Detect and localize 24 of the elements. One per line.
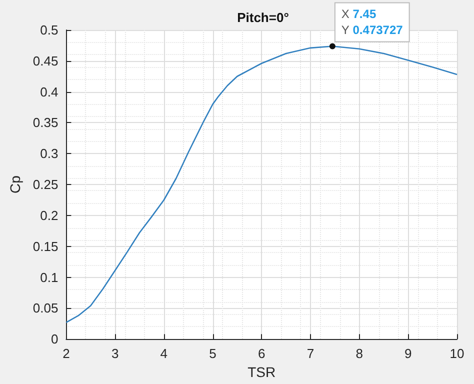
x-tick-label: 5 [209, 346, 216, 362]
x-tick-label: 9 [404, 346, 412, 362]
y-tick-label: 0.1 [40, 270, 58, 285]
y-tick-label: 0.05 [32, 300, 58, 316]
y-tick-label: 0.35 [32, 115, 58, 130]
x-tick-label: 6 [258, 346, 266, 362]
x-tick-label: 7 [306, 346, 314, 362]
y-tick-label: 0.25 [32, 177, 58, 192]
y-tick-label: 0.5 [40, 22, 58, 38]
y-axis-title: Cp [7, 175, 23, 194]
chart-title: Pitch=0° [237, 10, 289, 25]
x-tick-label: 2 [62, 346, 70, 362]
x-tick-label: 4 [160, 346, 168, 362]
x-tick-label: 8 [356, 346, 363, 362]
y-tick-label: 0.45 [32, 53, 58, 68]
annotation: X 7.45 Y 0.473727 [341, 7, 404, 38]
x-tick-label: 3 [111, 346, 119, 362]
x-axis-title: TSR [248, 364, 276, 380]
y-tick-label: 0.4 [40, 84, 58, 100]
y-tick-label: 0.3 [40, 146, 58, 162]
y-tick-label: 0.2 [40, 208, 58, 223]
y-tick-label: 0 [50, 332, 58, 347]
x-tick-label: 10 [450, 346, 464, 362]
y-tick-label: 0.15 [32, 238, 58, 254]
